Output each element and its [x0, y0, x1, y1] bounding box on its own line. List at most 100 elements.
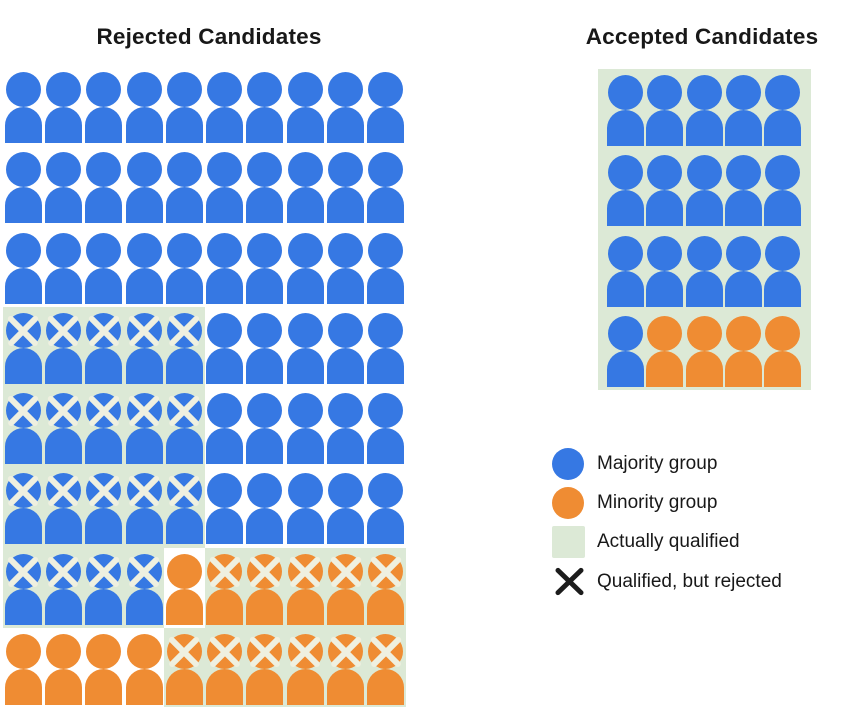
rejected-x-icon — [86, 554, 121, 589]
majority-person-icon — [164, 72, 204, 143]
majority-person-icon — [325, 393, 365, 465]
rejected-x-icon — [86, 393, 121, 428]
rejected-x-legend-icon — [552, 566, 586, 597]
rejected-x-icon — [86, 313, 121, 348]
majority-person-icon — [724, 235, 763, 307]
majority-person-icon — [645, 75, 684, 146]
rejected-x-icon — [6, 393, 41, 428]
majority-person-icon — [606, 235, 645, 307]
majority-person-icon — [285, 393, 325, 465]
majority-person-icon — [204, 72, 244, 143]
majority-person-icon — [164, 232, 204, 304]
rejected-x-icon — [46, 393, 81, 428]
majority-person-icon — [3, 232, 43, 304]
rejected-x-icon — [127, 554, 162, 589]
majority-person-icon — [43, 152, 83, 224]
majority-person-icon — [245, 473, 285, 545]
majority-person-icon — [645, 155, 684, 227]
majority-person-icon-rejected — [3, 312, 43, 384]
minority-person-icon-rejected — [325, 634, 365, 706]
majority-person-icon — [245, 152, 285, 224]
majority-person-icon-rejected — [3, 473, 43, 545]
rejected-x-icon — [167, 313, 202, 348]
rejected-x-icon — [328, 634, 363, 669]
majority-person-icon-rejected — [124, 553, 164, 625]
rejected-x-icon — [127, 393, 162, 428]
majority-person-icon-rejected — [43, 473, 83, 545]
minority-person-icon — [645, 315, 684, 387]
legend-label: Actually qualified — [597, 531, 740, 553]
majority-person-icon — [685, 235, 724, 307]
majority-person-icon — [763, 75, 802, 146]
accepted-candidates-title: Accepted Candidates — [585, 24, 819, 49]
majority-person-icon-rejected — [84, 393, 124, 465]
majority-person-icon — [84, 152, 124, 224]
majority-person-icon — [3, 152, 43, 224]
majority-person-icon — [245, 72, 285, 143]
rejected-x-icon — [207, 634, 242, 669]
majority-person-icon-rejected — [124, 312, 164, 384]
majority-person-icon — [245, 232, 285, 304]
minority-person-icon — [164, 553, 204, 625]
majority-person-icon — [685, 75, 724, 146]
rejected-x-icon — [207, 554, 242, 589]
minority-person-icon-rejected — [164, 634, 204, 706]
majority-person-icon — [285, 312, 325, 384]
majority-person-icon — [245, 312, 285, 384]
majority-person-icon — [366, 72, 406, 143]
rejected-x-icon — [167, 393, 202, 428]
rejected-x-icon — [86, 473, 121, 508]
majority-person-icon — [763, 235, 802, 307]
rejected-x-icon — [368, 554, 403, 589]
majority-person-icon — [204, 312, 244, 384]
majority-person-icon-rejected — [3, 393, 43, 465]
majority-person-icon — [645, 235, 684, 307]
minority-person-icon-rejected — [285, 634, 325, 706]
majority-person-icon-rejected — [84, 312, 124, 384]
majority-person-icon — [366, 393, 406, 465]
minority-person-icon-rejected — [366, 553, 406, 625]
rejected-x-icon — [127, 473, 162, 508]
majority-person-icon-rejected — [43, 393, 83, 465]
rejected-x-icon — [6, 473, 41, 508]
majority-person-icon — [724, 155, 763, 227]
rejected-x-icon — [368, 634, 403, 669]
rejected-x-icon — [127, 313, 162, 348]
majority-person-icon — [285, 72, 325, 143]
rejected-x-icon — [46, 473, 81, 508]
rejected-x-icon — [46, 313, 81, 348]
majority-person-icon-rejected — [84, 473, 124, 545]
legend-label: Majority group — [597, 452, 718, 474]
legend-item-minority: Minority group — [552, 483, 782, 522]
majority-person-icon — [325, 152, 365, 224]
majority-person-icon — [606, 155, 645, 227]
majority-person-icon — [84, 72, 124, 143]
majority-person-icon — [204, 232, 244, 304]
majority-person-icon — [325, 72, 365, 143]
majority-person-icon — [164, 152, 204, 224]
majority-person-icon — [204, 393, 244, 465]
majority-person-icon-rejected — [43, 312, 83, 384]
majority-person-icon — [366, 312, 406, 384]
minority-person-icon-rejected — [325, 553, 365, 625]
legend-item-qualified: Actually qualified — [552, 523, 782, 562]
qualified-region — [164, 628, 406, 707]
legend: Majority group Minority group Actually qua… — [552, 444, 782, 601]
majority-person-icon — [43, 232, 83, 304]
majority-person-icon-rejected — [3, 553, 43, 625]
majority-person-icon — [245, 393, 285, 465]
majority-person-icon — [204, 152, 244, 224]
rejected-x-icon — [247, 554, 282, 589]
majority-person-icon — [84, 232, 124, 304]
majority-person-icon — [285, 473, 325, 545]
rejected-x-icon — [167, 473, 202, 508]
minority-person-icon-rejected — [245, 553, 285, 625]
majority-person-icon — [204, 473, 244, 545]
majority-person-icon — [124, 232, 164, 304]
legend-label: Minority group — [597, 491, 718, 513]
majority-person-icon — [685, 155, 724, 227]
majority-person-icon — [124, 152, 164, 224]
rejected-x-icon — [328, 554, 363, 589]
legend-item-majority: Majority group — [552, 444, 782, 483]
majority-person-icon — [43, 72, 83, 143]
